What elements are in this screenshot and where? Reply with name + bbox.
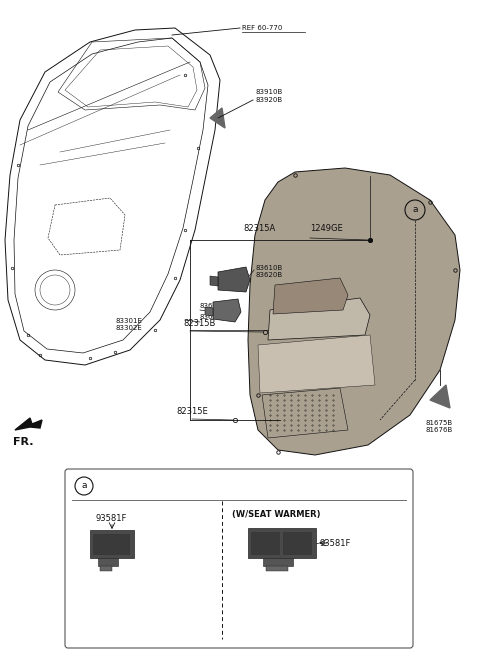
Text: 83611: 83611: [200, 303, 223, 309]
Bar: [283, 532, 311, 554]
Text: 82315B: 82315B: [184, 319, 216, 328]
Text: FR.: FR.: [13, 437, 34, 447]
Text: a: a: [412, 206, 418, 214]
Text: 83621: 83621: [200, 314, 222, 320]
Bar: [90, 530, 134, 558]
Bar: [93, 534, 129, 554]
Text: a: a: [81, 482, 87, 491]
Polygon shape: [213, 299, 241, 322]
Bar: [98, 558, 118, 566]
Text: 1249GE: 1249GE: [310, 224, 343, 233]
Polygon shape: [205, 307, 213, 316]
Polygon shape: [248, 168, 460, 455]
Bar: [266, 566, 288, 571]
Text: 82315E: 82315E: [176, 407, 208, 416]
Text: 82315A: 82315A: [244, 224, 276, 233]
Bar: [263, 558, 293, 566]
Text: 81675B
81676B: 81675B 81676B: [425, 420, 452, 433]
Polygon shape: [218, 267, 250, 292]
Text: 83610B
83620B: 83610B 83620B: [255, 265, 282, 278]
Polygon shape: [430, 385, 450, 408]
Bar: [248, 528, 316, 558]
Text: 93581F: 93581F: [320, 539, 351, 547]
Text: 83301E
83302E: 83301E 83302E: [115, 318, 142, 331]
Bar: [100, 566, 112, 571]
Text: 83910B
83920B: 83910B 83920B: [255, 89, 282, 102]
Polygon shape: [258, 335, 375, 393]
Polygon shape: [210, 276, 218, 286]
Text: (W/SEAT WARMER): (W/SEAT WARMER): [232, 510, 321, 519]
Text: 93581F: 93581F: [96, 514, 127, 523]
Bar: [251, 532, 279, 554]
Polygon shape: [15, 418, 42, 430]
Text: REF 60-770: REF 60-770: [242, 25, 282, 31]
Polygon shape: [210, 108, 225, 128]
Polygon shape: [268, 298, 370, 340]
Polygon shape: [273, 278, 348, 314]
